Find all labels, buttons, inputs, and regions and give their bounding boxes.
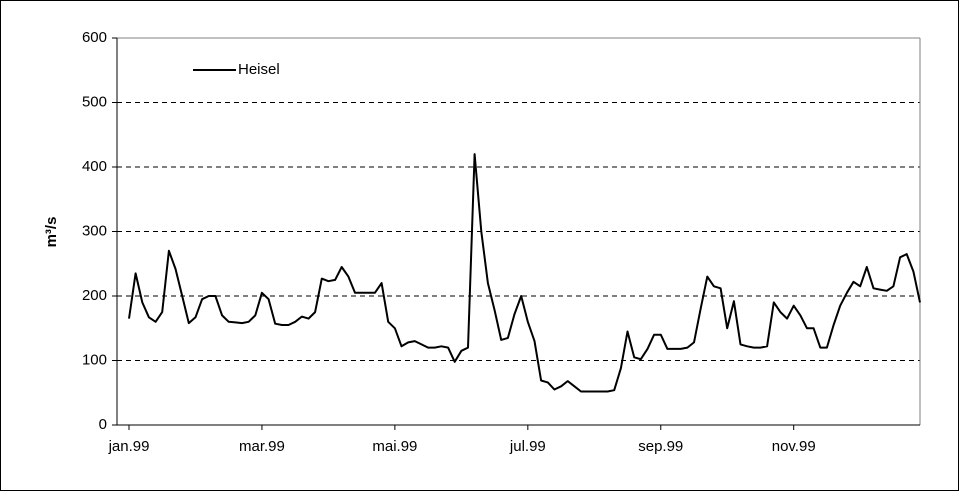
x-tick-label: nov.99 bbox=[772, 438, 816, 455]
y-tick-label: 600 bbox=[82, 29, 107, 46]
x-tick-label: mar.99 bbox=[239, 438, 285, 455]
x-tick-label: mai.99 bbox=[372, 438, 417, 455]
y-tick-label: 500 bbox=[82, 93, 107, 110]
y-tick-label: 300 bbox=[82, 222, 107, 239]
x-tick-label: jan.99 bbox=[108, 438, 150, 455]
y-axis-label: m³/s bbox=[43, 217, 60, 248]
x-tick-label: jul.99 bbox=[509, 438, 546, 455]
x-tick-label: sep.99 bbox=[638, 438, 683, 455]
data-line bbox=[128, 153, 921, 393]
legend-label: Heisel bbox=[238, 61, 280, 78]
y-tick-label: 0 bbox=[99, 416, 107, 433]
y-tick-label: 400 bbox=[82, 158, 107, 175]
y-tick-label: 200 bbox=[82, 287, 107, 304]
y-tick-label: 100 bbox=[82, 351, 107, 368]
